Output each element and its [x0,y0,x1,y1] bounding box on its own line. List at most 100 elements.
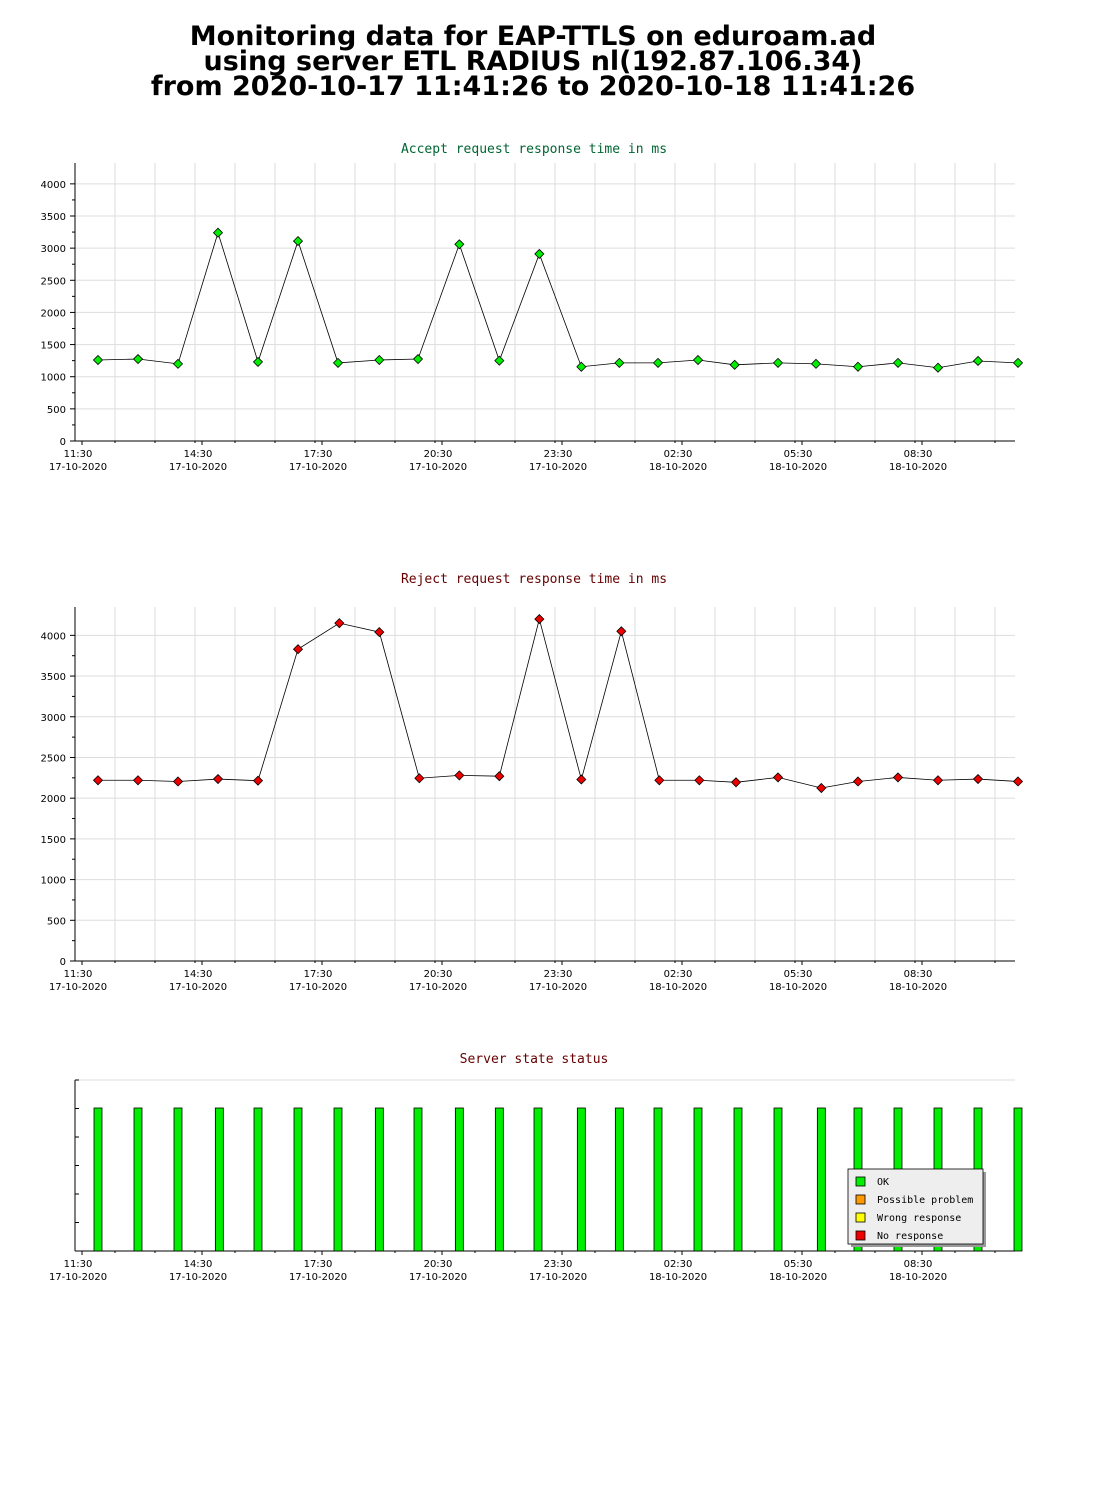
data-point-marker [892,357,904,368]
data-point-marker [810,358,822,369]
legend-swatch [855,1230,866,1241]
data-point-marker [694,775,705,786]
status-bar [533,1107,543,1252]
y-tick-label: 3500 [41,672,66,683]
data-point-marker [332,357,344,368]
data-point-marker [816,782,827,794]
x-tick-label-date: 18-10-2020 [649,462,707,473]
status-bar [293,1107,303,1252]
x-tick-label-date: 17-10-2020 [529,982,587,993]
data-point-marker [576,774,587,785]
data-point-marker [772,772,784,783]
status-bar [413,1107,423,1252]
data-point-marker [374,627,385,638]
data-point-marker [614,357,625,368]
data-point-marker [92,775,104,786]
y-tick-label: 2000 [41,794,66,805]
status-bar [576,1107,586,1252]
x-tick-label-time: 20:30 [424,969,453,980]
status-bar [93,1107,103,1252]
data-point-marker [292,236,304,247]
data-point-marker [576,361,587,372]
chart-title: Reject request response time in ms [401,572,667,587]
chart-title: Server state status [460,1052,609,1067]
x-tick-label-time: 17:30 [304,1259,333,1270]
data-point-marker [654,775,665,786]
y-tick-label: 3000 [41,713,66,724]
data-point-marker [692,354,704,366]
data-point-marker [454,770,465,781]
data-point-marker [772,357,784,368]
chart-title: Accept request response time in ms [401,142,667,157]
data-point-marker [212,773,224,785]
data-point-marker [132,353,144,365]
legend-swatch [855,1194,866,1205]
x-tick-label-date: 18-10-2020 [769,982,827,993]
x-tick-label-date: 18-10-2020 [889,982,947,993]
y-tick-label: 500 [47,405,66,416]
x-tick-label-date: 18-10-2020 [649,982,707,993]
y-tick-label: 1000 [41,373,66,384]
x-tick-label-time: 23:30 [544,1259,573,1270]
x-tick-label-time: 23:30 [544,969,573,980]
x-tick-label-time: 08:30 [904,449,933,460]
status-bar [454,1107,464,1252]
y-tick-label: 1500 [41,835,66,846]
data-point-marker [212,227,224,238]
y-tick-label: 0 [60,957,66,968]
x-tick-label-time: 05:30 [784,449,813,460]
y-tick-label: 4000 [41,180,66,191]
x-tick-label-time: 17:30 [304,449,333,460]
data-point-marker [932,775,944,786]
data-point-marker [132,775,144,786]
y-tick-label: 2500 [41,753,66,764]
y-tick-label: 3500 [41,212,66,223]
x-tick-label-time: 11:30 [64,449,93,460]
x-tick-label-date: 17-10-2020 [529,1272,587,1283]
x-tick-label-time: 17:30 [304,969,333,980]
x-tick-label-date: 17-10-2020 [409,982,467,993]
x-tick-label-time: 08:30 [904,1259,933,1270]
data-point-marker [1012,776,1024,787]
x-tick-label-time: 02:30 [664,969,693,980]
report-title-line-3: from 2020-10-17 11:41:26 to 2020-10-18 1… [150,71,916,102]
legend [847,1168,984,1245]
x-tick-label-date: 18-10-2020 [649,1272,707,1283]
data-point-marker [972,773,984,785]
status-bar [773,1107,783,1252]
series-line [98,617,1019,789]
data-point-marker [616,626,627,637]
data-point-marker [852,361,864,372]
x-tick-label-date: 17-10-2020 [409,462,467,473]
data-point-marker [454,239,465,250]
data-point-marker [730,777,742,788]
data-point-marker [172,358,184,369]
x-tick-label-date: 17-10-2020 [49,1272,107,1283]
x-tick-label-time: 20:30 [424,1259,453,1270]
x-tick-label-time: 08:30 [904,969,933,980]
series-line [97,231,1019,369]
data-point-marker [172,776,184,787]
reject-response-time-chart: Reject request response time in ms 0 500 10… [41,572,1024,993]
data-point-marker [852,776,864,787]
data-point-marker [292,644,304,655]
y-tick-label: 3000 [41,244,66,255]
x-tick-label-time: 23:30 [544,449,573,460]
server-status-chart: Server state status 11:30 17-10-2020 14:30 1… [49,1052,1023,1283]
data-point-marker [252,356,264,367]
report-title-line-2: using server ETL RADIUS nl(192.87.106.34… [203,46,863,77]
status-bar [374,1107,384,1252]
x-tick-label-time: 05:30 [784,1259,813,1270]
status-bar [253,1107,263,1252]
data-point-marker [334,618,345,629]
status-bar [494,1107,504,1252]
report-title: Monitoring data for EAP-TTLS on eduroam.… [0,23,1066,102]
x-tick-label-time: 05:30 [784,969,813,980]
status-bar [816,1107,826,1252]
legend-label: Possible problem [877,1195,973,1206]
data-point-marker [652,357,664,368]
legend-swatch [855,1212,866,1223]
x-tick-label-time: 14:30 [184,1259,213,1270]
status-bar [1013,1107,1023,1252]
x-tick-label-date: 17-10-2020 [289,1272,347,1283]
